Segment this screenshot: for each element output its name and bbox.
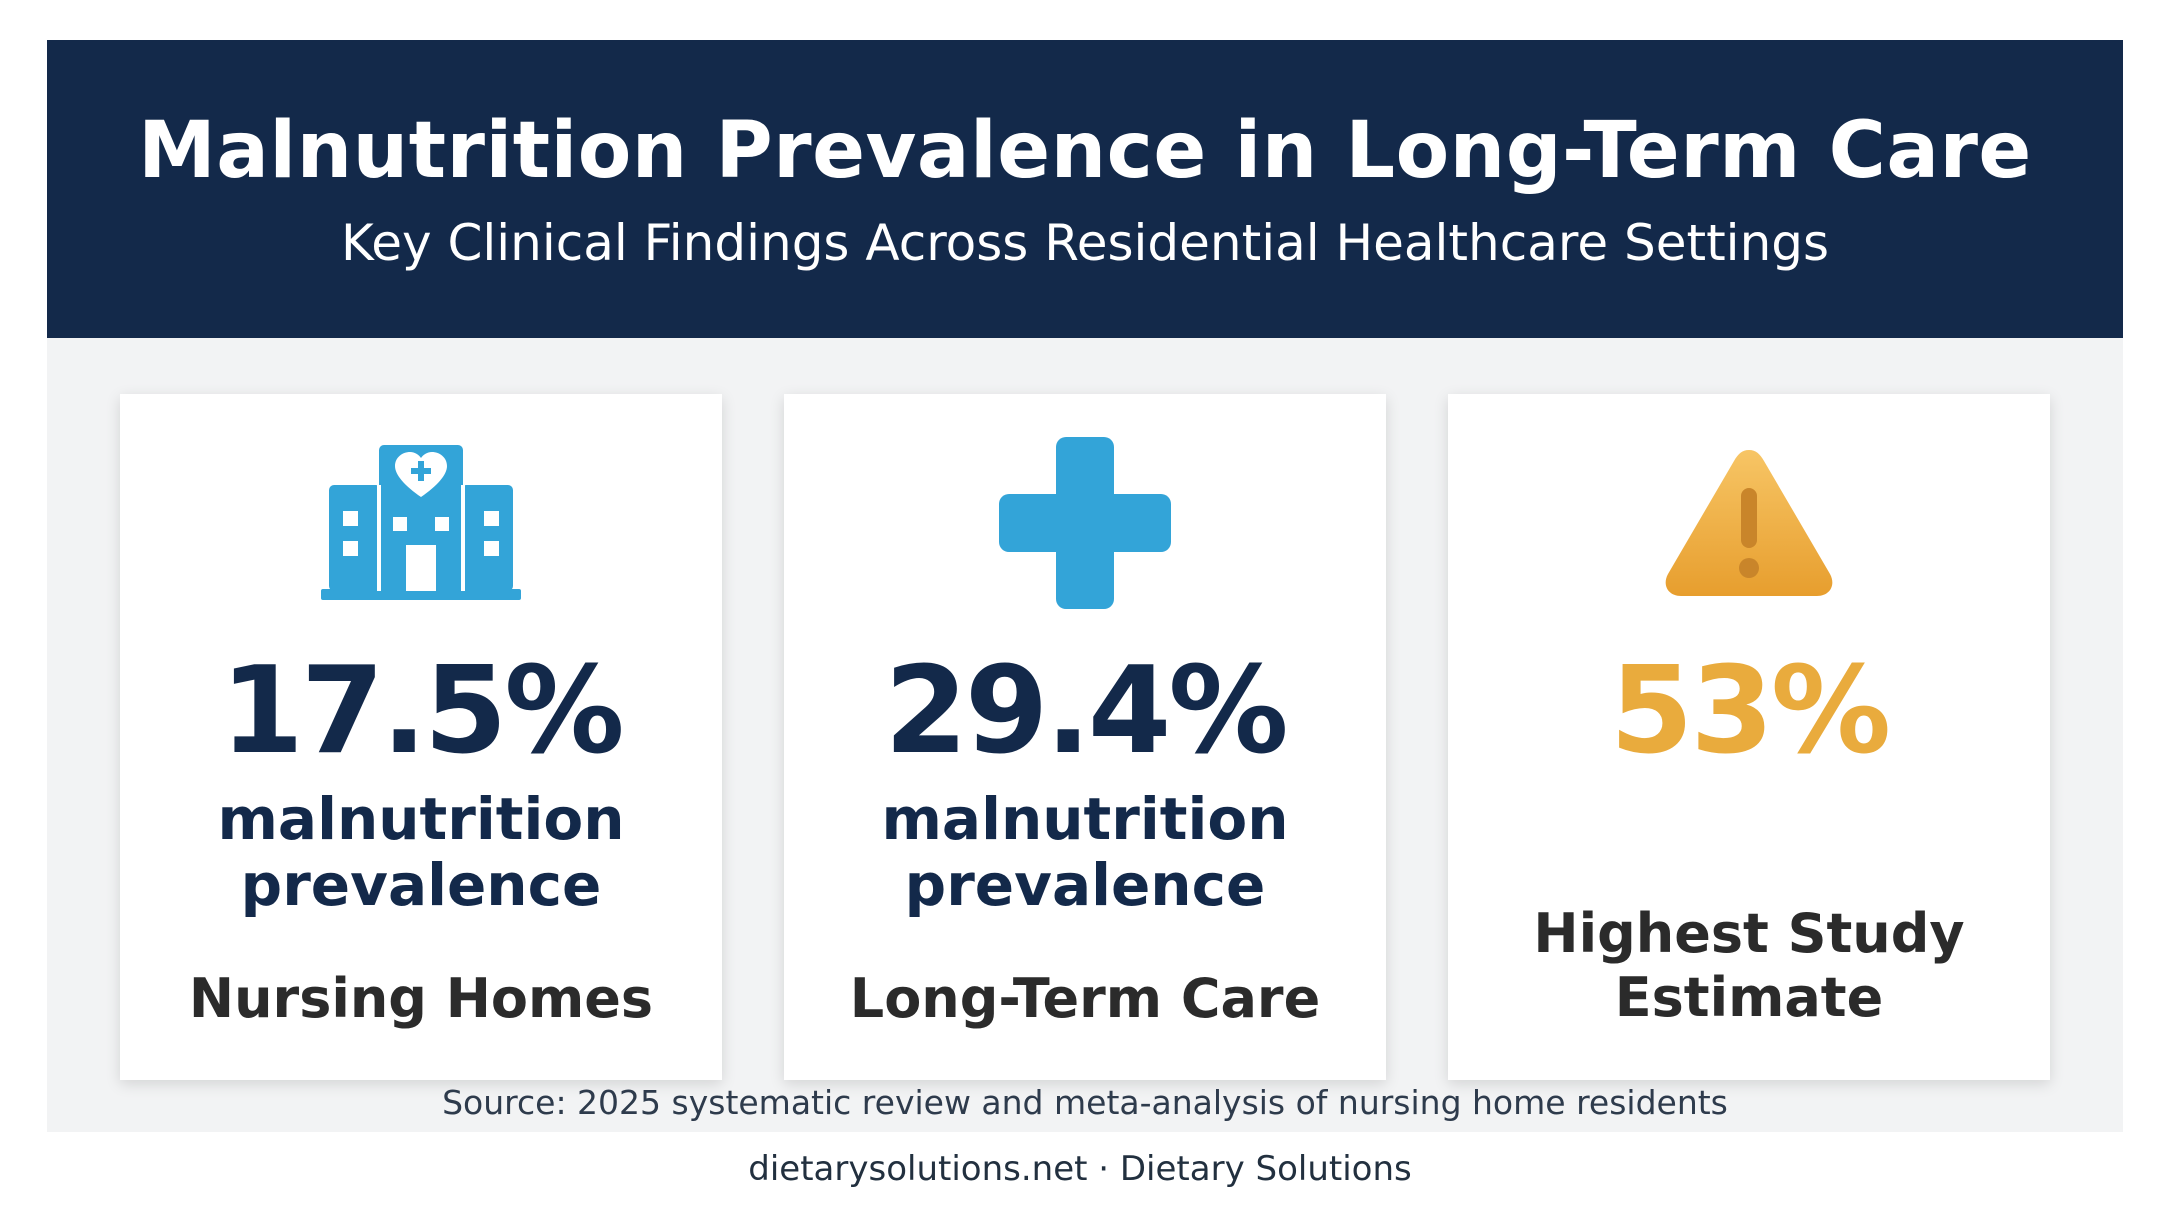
stat-card-highest-estimate: 53% Highest Study Estimate: [1448, 394, 2050, 1080]
stat-setting-label: Nursing Homes: [188, 967, 654, 1030]
stat-description-line: malnutrition: [881, 785, 1289, 853]
stat-description-line: prevalence: [904, 851, 1266, 919]
stat-description: malnutrition prevalence: [784, 786, 1386, 918]
stat-setting-label: Long-Term Care: [849, 967, 1321, 1030]
stat-description-line: prevalence: [240, 851, 602, 919]
page-subtitle: Key Clinical Findings Across Residential…: [340, 214, 1830, 272]
page-title: Malnutrition Prevalence in Long-Term Car…: [138, 106, 2032, 196]
footer-credit: dietarysolutions.net · Dietary Solutions: [748, 1149, 1412, 1189]
stat-description: malnutrition prevalence: [120, 786, 722, 918]
stat-setting-label: Highest Study Estimate: [1448, 902, 2050, 1030]
medical-cross-icon: [784, 437, 1386, 609]
stat-card-nursing-homes: 17.5% malnutrition prevalence Nursing Ho…: [120, 394, 722, 1080]
stat-value: 53%: [1609, 642, 1891, 781]
warning-triangle-icon: [1448, 440, 2050, 606]
stat-value: 29.4%: [884, 642, 1288, 781]
stat-setting-line: Estimate: [1614, 966, 1884, 1029]
stat-setting-line: Highest Study: [1533, 902, 1965, 965]
header-banner: Malnutrition Prevalence in Long-Term Car…: [47, 40, 2123, 338]
source-citation: Source: 2025 systematic review and meta-…: [442, 1083, 1728, 1122]
hospital-building-icon: [120, 440, 722, 606]
stat-card-long-term-care: 29.4% malnutrition prevalence Long-Term …: [784, 394, 1386, 1080]
stat-value: 17.5%: [220, 642, 624, 781]
stat-description-line: malnutrition: [217, 785, 625, 853]
content-panel: Malnutrition Prevalence in Long-Term Car…: [47, 40, 2123, 1132]
